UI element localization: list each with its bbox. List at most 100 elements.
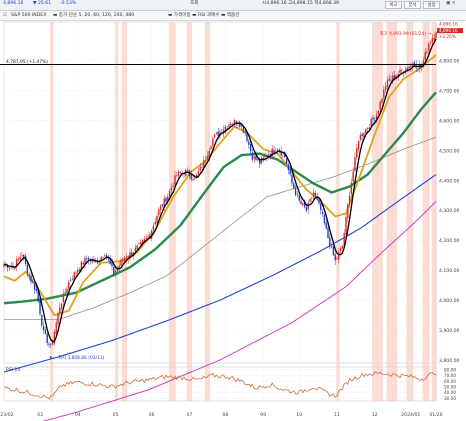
- candle-body: [233, 119, 236, 125]
- rsi-tick-label: 40.00: [444, 390, 456, 395]
- candle-body: [359, 135, 362, 141]
- candle-body: [374, 120, 376, 121]
- candle-body: [6, 264, 9, 269]
- candle-body: [239, 121, 241, 127]
- candle-body: [179, 172, 182, 173]
- candle-body: [197, 171, 200, 175]
- x-tick-label: 2023/02: [0, 412, 14, 418]
- candle-body: [147, 236, 149, 237]
- candle-body: [280, 151, 282, 156]
- candle-body: [356, 148, 358, 158]
- ma-480-line: [42, 201, 437, 421]
- candle-body: [66, 288, 68, 293]
- candle-body: [224, 126, 227, 132]
- extras-legend: ▬ 가격이동 ▬ RSI 과매수 ▬ 벽옵션: [168, 13, 240, 18]
- y-tick-label: 3,800.00: [439, 358, 460, 364]
- candle-body: [392, 75, 394, 82]
- ma-60-line: [3, 91, 437, 305]
- x-tick-label: 2024/01: [401, 412, 420, 418]
- candle-body: [273, 149, 275, 153]
- candle-body: [230, 123, 232, 125]
- candle-body: [303, 201, 306, 208]
- candle-body: [206, 156, 209, 160]
- price-chart[interactable]: 4,800.00 4,700.00 4,600.00 4,500.00 4,400.00…: [0, 21, 466, 421]
- x-tick-label: 07: [186, 412, 192, 418]
- candle-body: [377, 110, 380, 115]
- compare-button[interactable]: 비교: [385, 1, 402, 9]
- candle-body: [271, 148, 273, 156]
- overbought-band: [406, 22, 414, 401]
- rsi-tick-label: 50.00: [444, 384, 456, 389]
- candle-body: [208, 150, 210, 158]
- candle-body: [323, 214, 326, 224]
- candle-body: [426, 51, 428, 53]
- candle-body: [240, 125, 243, 127]
- candle-body: [267, 154, 270, 157]
- candle-body: [397, 73, 399, 78]
- ma-240-line: [3, 174, 437, 373]
- candle-body: [136, 245, 138, 250]
- candle-body: [170, 187, 173, 190]
- candle-body: [363, 133, 365, 138]
- candle-body: [15, 259, 18, 267]
- candle-body: [428, 43, 430, 51]
- period-high-label: 최고 4,893.99 (01/24) →: [380, 30, 432, 37]
- candle-body: [383, 89, 385, 98]
- candle-body: [332, 246, 335, 255]
- candle-body: [300, 201, 302, 204]
- analysis-button[interactable]: 분석: [404, 1, 421, 9]
- overbought-band: [431, 22, 437, 401]
- reference-line-label: 4,787.95 (+1.47%): [6, 59, 48, 65]
- ma-5-line: [3, 38, 437, 343]
- settings-button[interactable]: 설정: [423, 1, 440, 9]
- window-icons[interactable]: ▣ ✕: [446, 1, 456, 6]
- candle-body: [172, 185, 174, 187]
- candle-body: [26, 264, 29, 274]
- y-tick-label: 4,700.00: [439, 89, 460, 95]
- last-price-tag: [437, 28, 463, 34]
- candle-body: [411, 63, 414, 67]
- candle-body: [244, 132, 246, 134]
- candle-body: [334, 254, 336, 261]
- candle-body: [388, 79, 390, 81]
- candle-body: [226, 127, 228, 129]
- candle-body: [327, 228, 329, 238]
- candle-body: [50, 344, 52, 346]
- x-tick-label: 08: [222, 412, 228, 418]
- candle-body: [123, 258, 126, 262]
- candle-body: [53, 331, 56, 344]
- ma-20-line: [3, 54, 437, 317]
- mode-label: 조회: [190, 1, 199, 6]
- candle-body: [235, 121, 237, 124]
- candle-body: [417, 68, 419, 70]
- candle-body: [62, 293, 65, 303]
- candle-body: [145, 237, 147, 239]
- candle-body: [210, 146, 212, 150]
- overbought-band: [204, 22, 210, 401]
- candle-body: [399, 69, 401, 73]
- candle-body: [158, 209, 160, 216]
- candle-body: [246, 132, 248, 142]
- y-tick-label: 4,800.00: [439, 59, 460, 65]
- candle-body: [23, 254, 25, 258]
- candle-body: [24, 256, 27, 265]
- candle-body: [118, 265, 120, 269]
- candle-body: [212, 138, 214, 146]
- candle-body: [194, 177, 196, 179]
- price-panel: [3, 21, 437, 364]
- candle-body: [215, 132, 218, 134]
- candle-body: [120, 260, 122, 266]
- checkbox-icon[interactable]: ☑: [3, 13, 8, 18]
- x-tick-label: 11: [334, 412, 340, 418]
- candle-body: [302, 203, 304, 206]
- candle-body: [114, 270, 117, 274]
- candle-body: [368, 127, 371, 130]
- candle-body: [154, 221, 156, 225]
- candle-body: [343, 233, 345, 247]
- candle-body: [384, 86, 387, 90]
- candle-body: [336, 258, 338, 260]
- candle-body: [379, 101, 381, 110]
- x-tick-label: 12: [372, 412, 378, 418]
- candle-body: [113, 266, 115, 275]
- candle-body: [296, 194, 299, 195]
